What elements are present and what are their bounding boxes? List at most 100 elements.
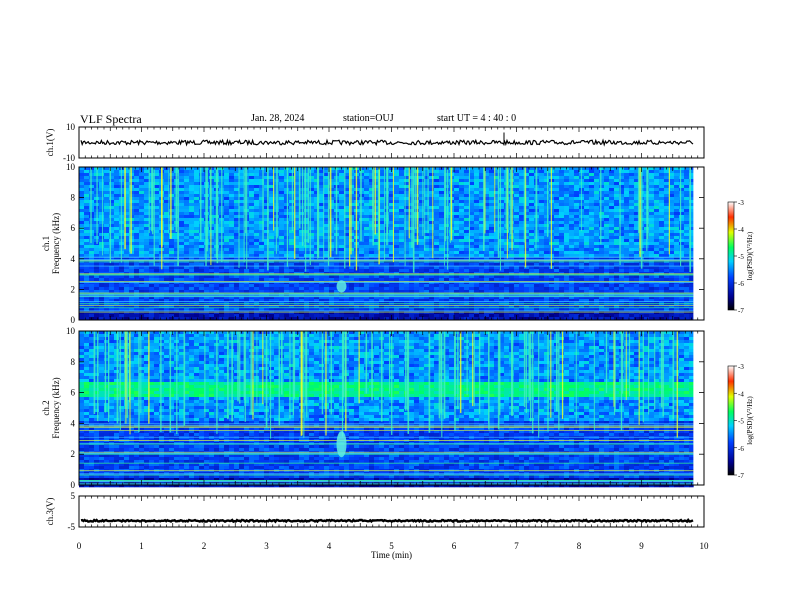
spectrogram-cell (529, 290, 535, 294)
spectrogram-cell (414, 206, 420, 210)
spectrogram-cell (544, 185, 550, 189)
spectrogram-cell (389, 251, 395, 255)
spectrogram-cell (459, 227, 465, 231)
spectrogram-cell (154, 215, 160, 219)
spectrogram-cell (169, 278, 175, 282)
spectrogram-cell (474, 263, 480, 267)
spectrogram-cell (484, 317, 490, 321)
spectrogram-cell (314, 257, 320, 261)
spectrogram-cell (459, 203, 465, 207)
spectrogram-cell (404, 236, 410, 240)
spectrogram-cell (184, 230, 190, 234)
spectrogram-cell (339, 257, 345, 261)
spectrogram-cell (84, 200, 90, 204)
spectrogram-cell (134, 170, 140, 174)
spectrogram-cell (524, 194, 530, 198)
spectrogram-cell (424, 248, 430, 252)
spectrogram-cell (294, 206, 300, 210)
spectrogram-cell (254, 254, 260, 258)
spectrogram-cell (109, 314, 115, 318)
spectrogram-cell (509, 299, 515, 303)
spectrogram-cell (259, 296, 265, 300)
spectrogram-cell (344, 254, 350, 258)
spectrogram-cell (454, 170, 460, 174)
spectrogram-cell (114, 194, 120, 198)
spectrogram-cell (134, 233, 140, 237)
spectrogram-cell (264, 203, 270, 207)
spectrogram-cell (94, 287, 100, 291)
spectrogram-cell (289, 251, 295, 255)
spectrogram-cell (239, 206, 245, 210)
spectrogram-cell (544, 284, 550, 288)
spectrogram-cell (134, 275, 140, 279)
spectrogram-cell (454, 233, 460, 237)
spectrogram-cell (434, 176, 440, 180)
spectrogram-cell (494, 167, 500, 171)
spectrogram-cell (184, 173, 190, 177)
spectrogram-cell (414, 254, 420, 258)
spectrogram-cell (259, 287, 265, 291)
spectrogram-cell (224, 197, 230, 201)
spectrogram-cell (294, 170, 300, 174)
spectrogram-cell (289, 173, 295, 177)
spectrogram-cell (429, 206, 435, 210)
spectrogram-cell (329, 278, 335, 282)
spectrogram-cell (314, 311, 320, 315)
spectrogram-cell (384, 317, 390, 321)
spectrogram-cell (199, 209, 205, 213)
spectrogram-cell (539, 221, 545, 225)
spectrogram-cell (399, 173, 405, 177)
spectrogram-cell (374, 173, 380, 177)
spectrogram-cell (124, 308, 130, 312)
spectrogram-cell (489, 191, 495, 195)
spectrogram-cell (464, 254, 470, 258)
spectrogram-cell (169, 275, 175, 279)
spectrogram-cell (479, 215, 485, 219)
spectrogram-cell (254, 263, 260, 267)
spectrogram-cell (249, 200, 255, 204)
spectrogram-cell (134, 269, 140, 273)
spectrogram-cell (524, 233, 530, 237)
spectrogram-cell (469, 227, 475, 231)
spectrogram-cell (164, 266, 170, 270)
spectrogram-cell (404, 206, 410, 210)
spectrogram-cell (109, 218, 115, 222)
spectrogram-cell (124, 251, 130, 255)
spectrogram-cell (314, 275, 320, 279)
spectrogram-cell (154, 221, 160, 225)
spectrogram-cell (514, 200, 520, 204)
spectrogram-cell (339, 269, 345, 273)
spectrogram-cell (324, 179, 330, 183)
spectrogram-cell (419, 251, 425, 255)
spectrogram-cell (519, 290, 525, 294)
spectrogram-cell (524, 173, 530, 177)
spectrogram-cell (394, 251, 400, 255)
spectrogram-cell (189, 179, 195, 183)
spectrogram-cell (419, 239, 425, 243)
spectrogram-cell (89, 275, 95, 279)
spectrogram-cell (279, 317, 285, 321)
spectrogram-cell (164, 275, 170, 279)
spectrogram-cell (229, 263, 235, 267)
spectrogram-cell (494, 287, 500, 291)
spectrogram-cell (539, 290, 545, 294)
spectrogram-cell (184, 278, 190, 282)
spectrogram-cell (114, 311, 120, 315)
spectrogram-cell (519, 266, 525, 270)
spectrogram-cell (154, 245, 160, 249)
spectrogram-cell (239, 179, 245, 183)
spectrogram-cell (369, 308, 375, 312)
spectrogram-cell (369, 257, 375, 261)
spectrogram-cell (349, 221, 355, 225)
spectrogram-cell (484, 224, 490, 228)
spectrogram-cell (354, 317, 360, 321)
spectrogram-cell (319, 254, 325, 258)
spectrogram-cell (504, 254, 510, 258)
spectrogram-cell (299, 182, 305, 186)
spectrogram-cell (144, 254, 150, 258)
spectrogram-cell (249, 296, 255, 300)
spectrogram-cell (314, 236, 320, 240)
spectrogram-cell (354, 299, 360, 303)
spectrogram-cell (324, 227, 330, 231)
spectrogram-cell (529, 311, 535, 315)
